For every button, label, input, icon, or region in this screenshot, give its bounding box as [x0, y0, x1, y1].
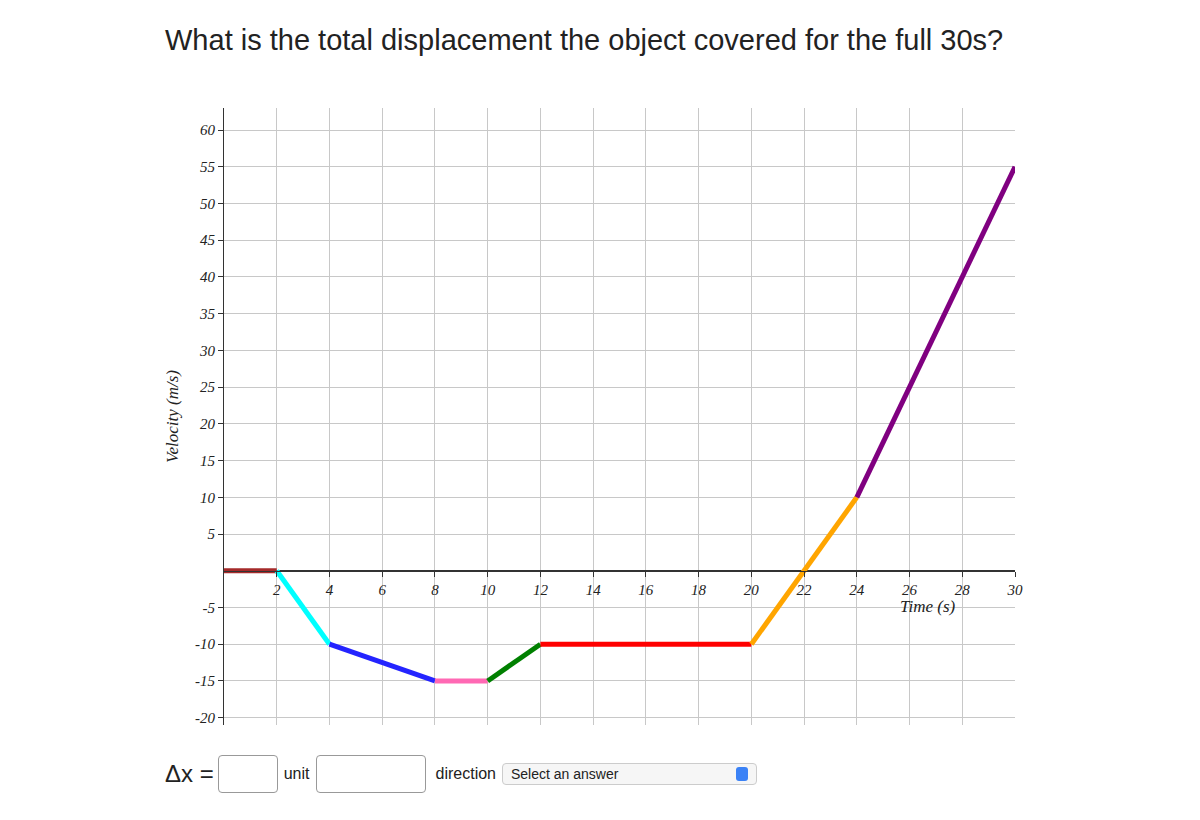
svg-text:-20: -20: [195, 710, 215, 726]
svg-text:60: 60: [200, 122, 216, 138]
svg-text:25: 25: [200, 379, 216, 395]
svg-text:10: 10: [480, 582, 496, 598]
svg-text:20: 20: [744, 582, 760, 598]
svg-text:28: 28: [955, 582, 971, 598]
html-text:What is the total displacement: What is the total displacement the objec…: [165, 24, 1004, 56]
svg-text:15: 15: [200, 453, 216, 469]
svg-text:5: 5: [208, 526, 216, 542]
svg-text:24: 24: [849, 582, 865, 598]
svg-text:6: 6: [378, 582, 386, 598]
svg-text:20: 20: [200, 416, 216, 432]
svg-text:-15: -15: [195, 673, 215, 689]
svg-text:-5: -5: [203, 600, 216, 616]
svg-text:Time (s): Time (s): [900, 597, 956, 616]
html-text:direction: direction: [435, 765, 496, 782]
svg-text:22: 22: [797, 582, 813, 598]
svg-text:2: 2: [273, 582, 281, 598]
svg-text:-10: -10: [195, 636, 215, 652]
html-text:unit: unit: [283, 765, 310, 782]
svg-text:14: 14: [586, 582, 602, 598]
svg-text:12: 12: [533, 582, 549, 598]
svg-text:30: 30: [1007, 582, 1024, 598]
svg-text:4: 4: [326, 582, 334, 598]
svg-text:30: 30: [199, 343, 216, 359]
svg-text:Velocity (m/s): Velocity (m/s): [163, 370, 182, 463]
html-text:Δx =: Δx =: [165, 760, 214, 787]
svg-text:8: 8: [431, 582, 439, 598]
svg-text:35: 35: [199, 306, 216, 322]
svg-text:16: 16: [638, 582, 654, 598]
svg-text:10: 10: [200, 490, 216, 506]
svg-text:45: 45: [200, 232, 216, 248]
svg-text:40: 40: [200, 269, 216, 285]
svg-text:55: 55: [200, 159, 216, 175]
svg-text:50: 50: [200, 196, 216, 212]
html-text:Select an answer: Select an answer: [511, 766, 619, 782]
svg-text:26: 26: [902, 582, 918, 598]
svg-text:18: 18: [691, 582, 707, 598]
